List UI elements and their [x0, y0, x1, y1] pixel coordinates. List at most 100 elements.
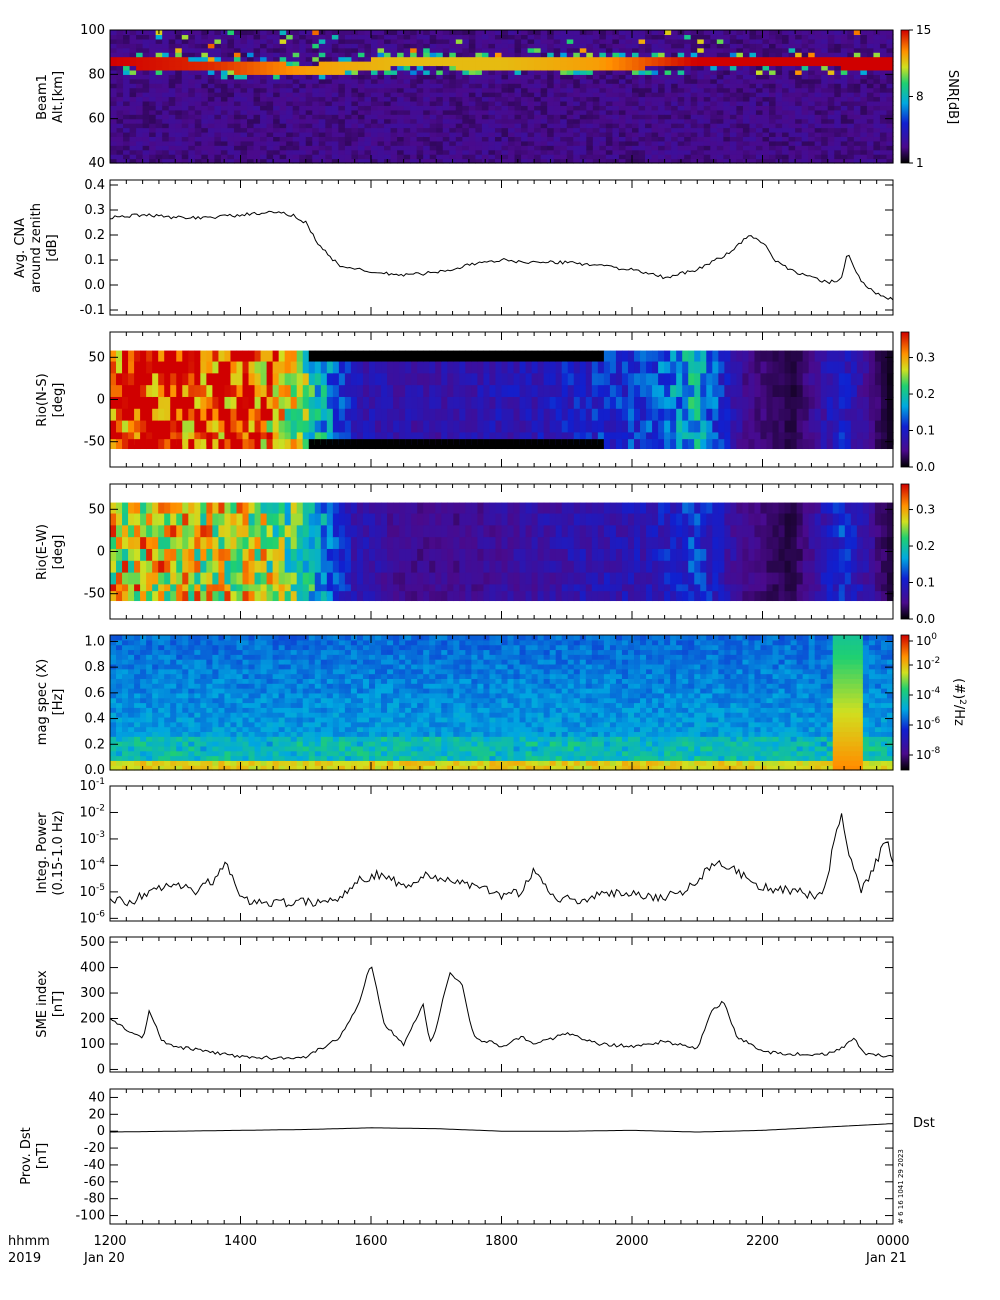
heatmap-cell [684, 78, 692, 84]
heatmap-cell [748, 373, 756, 386]
heatmap-cell [455, 83, 463, 89]
heatmap-cell [716, 43, 724, 49]
heatmap-cell [645, 105, 653, 111]
heatmap-cell [279, 105, 287, 111]
heatmap-cell [129, 47, 137, 53]
heatmap-cell [194, 83, 202, 89]
heatmap-cell [873, 43, 881, 49]
heatmap-cell [390, 83, 398, 89]
heatmap-cell [168, 123, 176, 129]
heatmap-cell [754, 373, 762, 386]
heatmap-cell [553, 154, 561, 160]
heatmap-cell [821, 43, 829, 49]
heatmap-cell [318, 145, 326, 151]
heatmap-cell [507, 420, 515, 434]
heatmap-cell [260, 136, 268, 142]
heatmap-cell [742, 78, 751, 84]
heatmap-cell [299, 30, 307, 36]
heatmap-cell [233, 52, 242, 58]
heatmap-cell [146, 432, 153, 445]
heatmap-cell [723, 131, 731, 137]
heatmap-cell [266, 408, 274, 422]
heatmap-cell [284, 361, 292, 374]
heatmap-cell [338, 47, 346, 53]
heatmap-cell [638, 56, 646, 62]
heatmap-cell [170, 396, 177, 410]
heatmap-cell [305, 136, 313, 142]
heatmap-cell [634, 432, 641, 445]
heatmap-cell [658, 432, 665, 445]
heatmap-cell [540, 52, 548, 58]
heatmap-cell [645, 131, 653, 137]
heatmap-cell [534, 52, 542, 58]
heatmap-cell [305, 74, 313, 80]
heatmap-cell [248, 439, 256, 450]
heatmap-cell [676, 350, 683, 363]
heatmap-cell [749, 123, 757, 129]
heatmap-cell [540, 30, 548, 36]
heatmap-cell [227, 158, 235, 164]
heatmap-cell [652, 385, 659, 398]
heatmap-cell [573, 47, 581, 53]
heatmap-cell [312, 92, 320, 98]
heatmap-cell [651, 43, 659, 49]
heatmap-cell [475, 145, 483, 151]
heatmap-cell [253, 83, 261, 89]
heatmap-cell [136, 114, 144, 120]
heatmap-cell [201, 43, 209, 49]
heatmap-cell [344, 34, 353, 40]
heatmap-cell [302, 350, 310, 363]
heatmap-cell [110, 114, 118, 120]
heatmap-cell [381, 396, 388, 410]
heatmap-cell [821, 69, 829, 75]
heatmap-cell [142, 56, 150, 62]
heatmap-cell [742, 100, 751, 106]
heatmap-cell [700, 420, 707, 434]
heatmap-cell [860, 83, 868, 89]
heatmap-cell [110, 149, 118, 155]
heatmap-cell [618, 118, 627, 124]
heatmap-cell [240, 100, 248, 106]
heatmap-cell [638, 74, 646, 80]
heatmap-cell [224, 420, 232, 434]
heatmap-cell [599, 109, 607, 115]
heatmap-cell [834, 38, 842, 44]
heatmap-cell [455, 105, 463, 111]
heatmap-cell [729, 96, 737, 102]
heatmap-cell [832, 350, 840, 363]
heatmap-cell [247, 131, 255, 137]
heatmap-cell [723, 30, 731, 36]
heatmap-cell [769, 149, 777, 155]
heatmap-cell [618, 100, 627, 106]
heatmap-cell [325, 123, 333, 129]
heatmap-cell [220, 136, 229, 142]
heatmap-cell [181, 34, 189, 40]
heatmap-cell [155, 154, 163, 160]
heatmap-cell [142, 109, 150, 115]
heatmap-cell [879, 118, 888, 124]
heatmap-cell [788, 43, 796, 49]
heatmap-cell [149, 65, 157, 71]
heatmap-cell [724, 439, 731, 450]
heatmap-cell [525, 408, 533, 422]
heatmap-cell [820, 373, 828, 386]
heatmap-cell [423, 118, 431, 124]
heatmap-cell [586, 118, 594, 124]
heatmap-cell [769, 123, 777, 129]
heatmap-cell [247, 78, 255, 84]
heatmap-cell [459, 385, 466, 398]
heatmap-cell [449, 74, 457, 80]
heatmap-cell [513, 373, 521, 386]
heatmap-cell [712, 439, 719, 450]
heatmap-cell [808, 149, 816, 155]
heatmap-cell [560, 87, 568, 93]
heatmap-cell [547, 56, 555, 62]
heatmap-cell [260, 127, 268, 133]
heatmap-cell [879, 69, 888, 75]
heatmap-cell [573, 83, 581, 89]
heatmap-cell [436, 43, 444, 49]
heatmap-cell [534, 34, 542, 40]
heatmap-cell [155, 123, 163, 129]
heatmap-cell [253, 38, 261, 44]
heatmap-cell [136, 131, 144, 137]
